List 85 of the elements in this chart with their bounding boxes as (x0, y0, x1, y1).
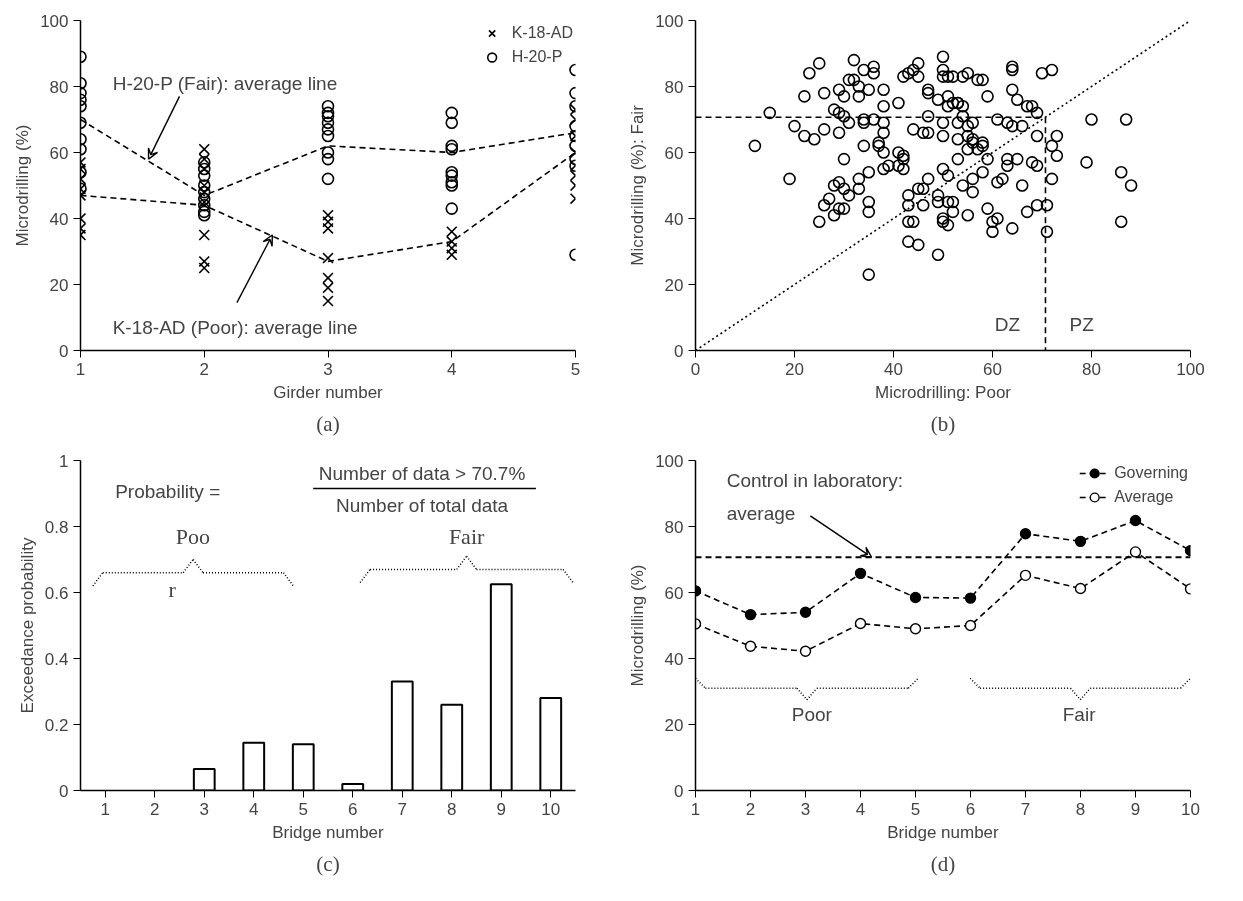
x-axis-title: Girder number (273, 382, 384, 402)
x-tick-label: 9 (496, 799, 506, 819)
y-tick-label: 80 (664, 77, 684, 97)
annotation: Number of data > 70.7% (318, 463, 526, 485)
x-tick-label: 9 (1130, 799, 1141, 819)
y-tick-label: 80 (664, 517, 684, 537)
text: (c) (316, 851, 340, 876)
y-tick-label: 0.4 (44, 649, 69, 669)
legend-label: H-20-P (511, 47, 563, 67)
x-tick-label: 8 (447, 799, 457, 819)
x-tick-label: 3 (800, 799, 811, 819)
x-tick-label: 2 (199, 359, 209, 379)
y-axis-title: Microdrilling (%) (13, 124, 33, 247)
annotation: DZ (994, 313, 1021, 335)
x-tick-label: 6 (348, 799, 358, 819)
y-axis-title: Microdrilling (%): Fair (628, 104, 648, 266)
x-tick-label: 4 (447, 359, 457, 379)
annotation: Fair (448, 523, 485, 549)
y-tick-label: 40 (664, 209, 684, 229)
y-tick-label: 60 (49, 143, 69, 163)
x-tick-label: 3 (323, 359, 333, 379)
x-tick-label: 7 (1020, 799, 1031, 819)
annotation: PZ (1069, 313, 1095, 335)
annotation: K-18-AD (Poor): average line (112, 316, 358, 338)
x-tick-label: 3 (199, 799, 209, 819)
x-tick-label: 7 (397, 799, 407, 819)
y-tick-label: 40 (49, 209, 69, 229)
x-tick-label: 1 (75, 359, 86, 379)
x-tick-label: 80 (1082, 359, 1101, 379)
y-tick-label: 0.8 (44, 517, 69, 537)
x-tick-label: 6 (965, 799, 976, 819)
x-tick-label: 2 (745, 799, 756, 819)
y-tick-label: 80 (49, 77, 69, 97)
x-tick-label: 4 (249, 799, 259, 819)
y-axis-title: Microdrilling (%) (628, 564, 648, 687)
y-tick-label: 0 (674, 341, 684, 361)
annotation: Probability = (115, 481, 221, 503)
y-tick-label: 60 (664, 583, 684, 603)
annotation: Fair (1062, 704, 1097, 726)
x-axis-title: Bridge number (887, 822, 1000, 842)
x-tick-label: 100 (1176, 359, 1205, 379)
x-tick-label: 2 (150, 799, 160, 819)
text: (a) (316, 411, 340, 436)
text: (d) (930, 851, 956, 876)
annotation: Number of total data (335, 494, 509, 516)
annotation: r (168, 576, 177, 602)
x-tick-label: 5 (298, 799, 308, 819)
y-axis-title: Exceedance probability (17, 537, 37, 714)
x-tick-label: 1 (100, 799, 110, 819)
annotation: Poo (175, 523, 210, 549)
y-tick-label: 0.2 (44, 715, 69, 735)
x-tick-label: 40 (884, 359, 903, 379)
y-tick-label: 1 (59, 451, 69, 471)
x-tick-label: 1 (690, 799, 701, 819)
legend-label: Average (1114, 487, 1174, 507)
x-axis-title: Microdrilling: Poor (874, 382, 1012, 402)
x-tick-label: 4 (855, 799, 866, 819)
x-tick-label: 0 (690, 359, 701, 379)
annotation: H-20-P (Fair): average line (112, 72, 338, 94)
y-tick-label: 100 (655, 451, 684, 471)
y-tick-label: 0 (674, 781, 684, 801)
y-tick-label: 60 (664, 143, 684, 163)
annotation: Poor (791, 704, 833, 726)
x-tick-label: 5 (910, 799, 921, 819)
y-tick-label: 100 (40, 11, 69, 31)
y-tick-label: 0 (59, 341, 69, 361)
y-tick-label: 40 (664, 649, 684, 669)
y-tick-label: 20 (664, 715, 684, 735)
x-tick-label: 60 (983, 359, 1002, 379)
annotation: Control in laboratory: (726, 469, 904, 491)
y-tick-label: 0 (59, 781, 69, 801)
x-tick-label: 5 (570, 359, 581, 379)
y-tick-label: 100 (655, 11, 684, 31)
legend-label: Governing (1114, 463, 1188, 483)
x-tick-label: 20 (785, 359, 804, 379)
x-tick-label: 10 (1181, 799, 1200, 819)
y-tick-label: 0.6 (44, 583, 69, 603)
x-tick-label: 8 (1075, 799, 1086, 819)
x-axis-title: Bridge number (272, 822, 385, 842)
legend-label: K-18-AD (511, 23, 573, 43)
x-tick-label: 10 (541, 799, 561, 819)
annotation: average (726, 502, 796, 524)
y-tick-label: 20 (664, 275, 684, 295)
text: (b) (930, 411, 956, 436)
y-tick-label: 20 (49, 275, 69, 295)
